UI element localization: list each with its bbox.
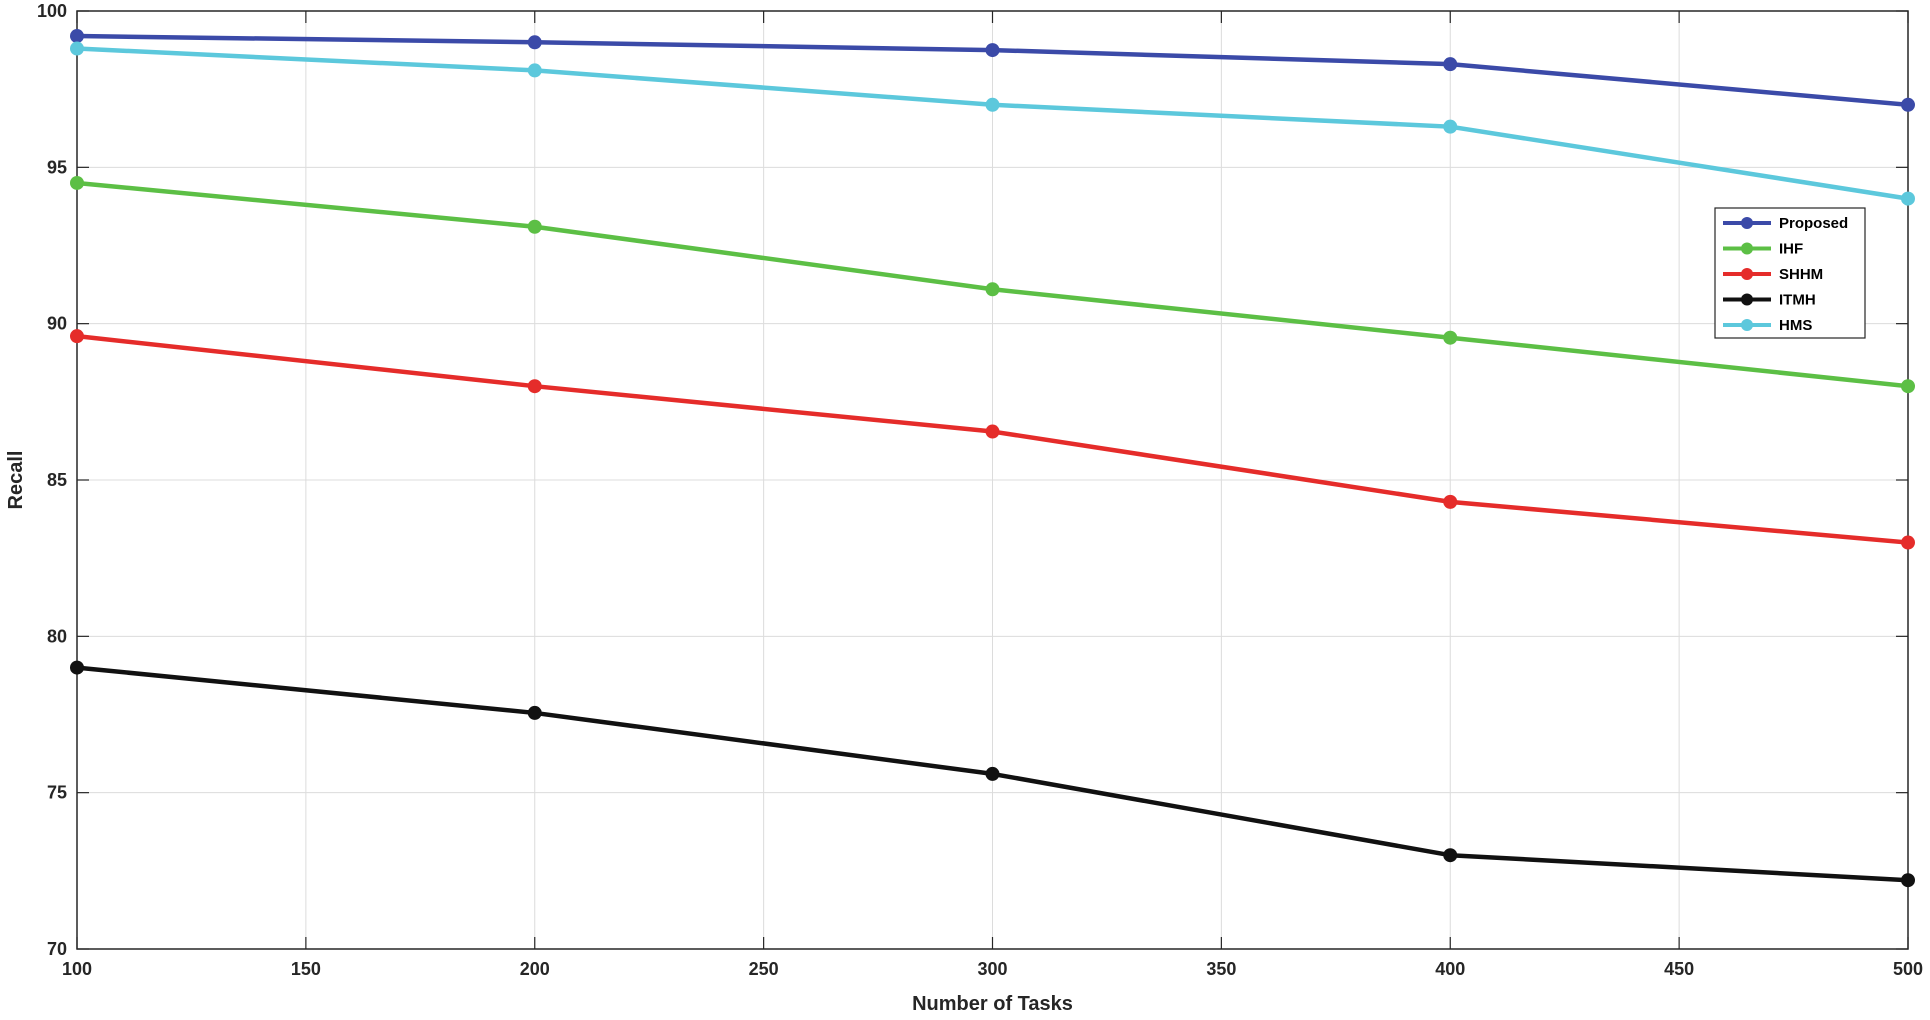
y-tick-label: 90 <box>47 314 67 334</box>
legend-marker-shhm <box>1741 268 1753 280</box>
grid-lines <box>76 10 1909 950</box>
data-point-shhm <box>1901 535 1915 550</box>
legend-marker-proposed <box>1741 217 1753 229</box>
x-tick-label: 350 <box>1206 959 1236 979</box>
x-tick-label: 150 <box>291 959 321 979</box>
series-lines <box>70 29 1915 888</box>
x-tick-label: 200 <box>520 959 550 979</box>
legend-label-itmh: ITMH <box>1779 292 1816 309</box>
x-tick-label: 400 <box>1435 959 1465 979</box>
data-point-proposed <box>70 29 84 44</box>
x-tick-label: 250 <box>749 959 779 979</box>
data-point-ihf <box>985 282 1000 297</box>
legend-label-ihf: IHF <box>1779 241 1803 258</box>
data-point-itmh <box>1901 873 1915 888</box>
data-point-ihf <box>527 219 542 234</box>
x-tick-label: 300 <box>977 959 1007 979</box>
x-tick-label: 100 <box>62 959 92 979</box>
data-point-ihf <box>70 175 84 190</box>
data-point-hms <box>1443 119 1458 134</box>
y-axis-title: Recall <box>5 451 27 510</box>
data-point-shhm <box>527 379 542 394</box>
x-tick-label: 450 <box>1664 959 1694 979</box>
legend-label-proposed: Proposed <box>1779 215 1848 232</box>
data-point-itmh <box>985 766 1000 781</box>
data-point-itmh <box>1443 848 1458 863</box>
data-point-itmh <box>527 705 542 720</box>
legend-marker-itmh <box>1741 293 1753 306</box>
legend-label-hms: HMS <box>1779 317 1812 334</box>
y-tick-label: 100 <box>37 1 67 21</box>
legend: Proposed IHF SHHM ITMH HMS <box>1714 207 1866 339</box>
data-point-ihf <box>1901 379 1915 394</box>
data-point-shhm <box>985 424 1000 439</box>
tick-labels: 100 150 200 250 300 350 400 450 500 70 75 80 85 90 95 1… <box>37 1 1923 979</box>
data-point-shhm <box>70 329 84 344</box>
data-point-proposed <box>527 35 542 50</box>
data-point-hms <box>985 97 1000 112</box>
data-point-proposed <box>985 43 1000 58</box>
data-point-itmh <box>70 660 84 675</box>
y-tick-label: 70 <box>47 939 67 959</box>
y-tick-label: 85 <box>47 470 67 490</box>
data-point-hms <box>527 63 542 78</box>
data-point-hms <box>1901 191 1915 206</box>
y-tick-label: 80 <box>47 626 67 646</box>
y-tick-label: 75 <box>47 783 67 803</box>
legend-marker-hms <box>1741 319 1753 331</box>
data-point-hms <box>70 41 84 56</box>
data-point-proposed <box>1901 97 1915 112</box>
x-axis-title: Number of Tasks <box>912 993 1073 1015</box>
legend-marker-ihf <box>1741 242 1753 255</box>
y-tick-label: 95 <box>47 157 67 177</box>
legend-label-shhm: SHHM <box>1779 266 1823 283</box>
data-point-ihf <box>1443 330 1458 345</box>
axes <box>76 10 1909 950</box>
x-tick-label: 500 <box>1893 959 1923 979</box>
data-point-proposed <box>1443 57 1458 72</box>
data-point-shhm <box>1443 494 1458 509</box>
